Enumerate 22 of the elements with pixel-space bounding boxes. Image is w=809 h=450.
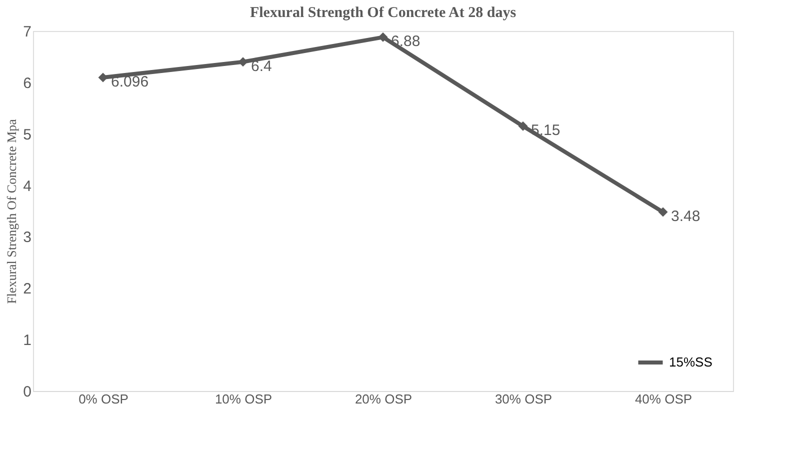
y-tick-label: 5	[23, 126, 32, 144]
x-tick-label: 0% OSP	[78, 392, 128, 406]
y-tick-label: 0	[23, 384, 32, 400]
point	[518, 121, 528, 131]
point	[658, 207, 668, 217]
y-tick-label: 1	[23, 332, 32, 350]
y-axis-title: Flexural Strength Of Concrete Mpa	[4, 118, 20, 304]
x-tick-label: 30% OSP	[494, 392, 552, 406]
y-tick-label: 7	[23, 24, 32, 40]
y-tick-label: 6	[23, 74, 32, 92]
point	[98, 72, 108, 82]
x-tick-label: 10% OSP	[214, 392, 272, 406]
y-tick-label: 2	[23, 280, 32, 298]
legend-label: 15%SS	[669, 354, 713, 370]
y-tick-label: 4	[23, 178, 32, 195]
x-tick-label: 40% OSP	[634, 392, 692, 406]
chart-title: Flexural Strength Of Concrete At 28 days	[250, 5, 516, 21]
point	[238, 57, 248, 67]
data-label: 3.48	[671, 208, 700, 226]
y-tick-label: 3	[23, 229, 32, 246]
point	[378, 32, 388, 42]
x-tick-label: 20% OSP	[354, 392, 412, 406]
